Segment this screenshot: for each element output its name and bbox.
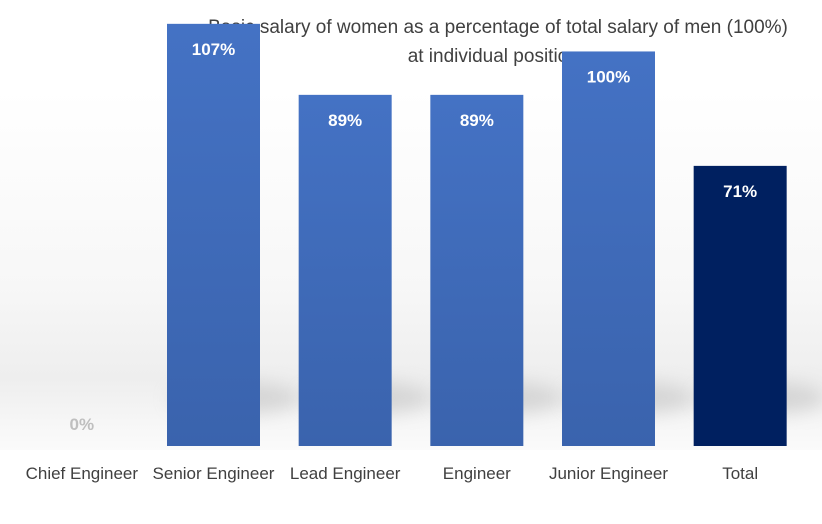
category-label: Lead Engineer [290, 464, 401, 483]
data-label: 89% [460, 111, 494, 130]
category-label: Engineer [443, 464, 511, 483]
chart-title: Basic salary of women as a percentage of… [208, 17, 788, 38]
bar-senior-engineer [167, 23, 260, 446]
category-label: Chief Engineer [26, 464, 139, 483]
bar-total [693, 165, 787, 446]
category-label: Total [722, 464, 758, 483]
data-label: 89% [328, 111, 362, 130]
chart-subtitle: at individual positions [408, 46, 589, 67]
data-label: 100% [587, 67, 630, 86]
category-label: Junior Engineer [549, 464, 668, 483]
bar-lead-engineer [298, 94, 392, 446]
data-label: 0% [70, 415, 95, 434]
data-label: 107% [192, 40, 235, 59]
category-label: Senior Engineer [153, 464, 275, 483]
data-label: 71% [723, 182, 757, 201]
bar-engineer [430, 94, 524, 446]
bar-junior-engineer [562, 51, 655, 447]
